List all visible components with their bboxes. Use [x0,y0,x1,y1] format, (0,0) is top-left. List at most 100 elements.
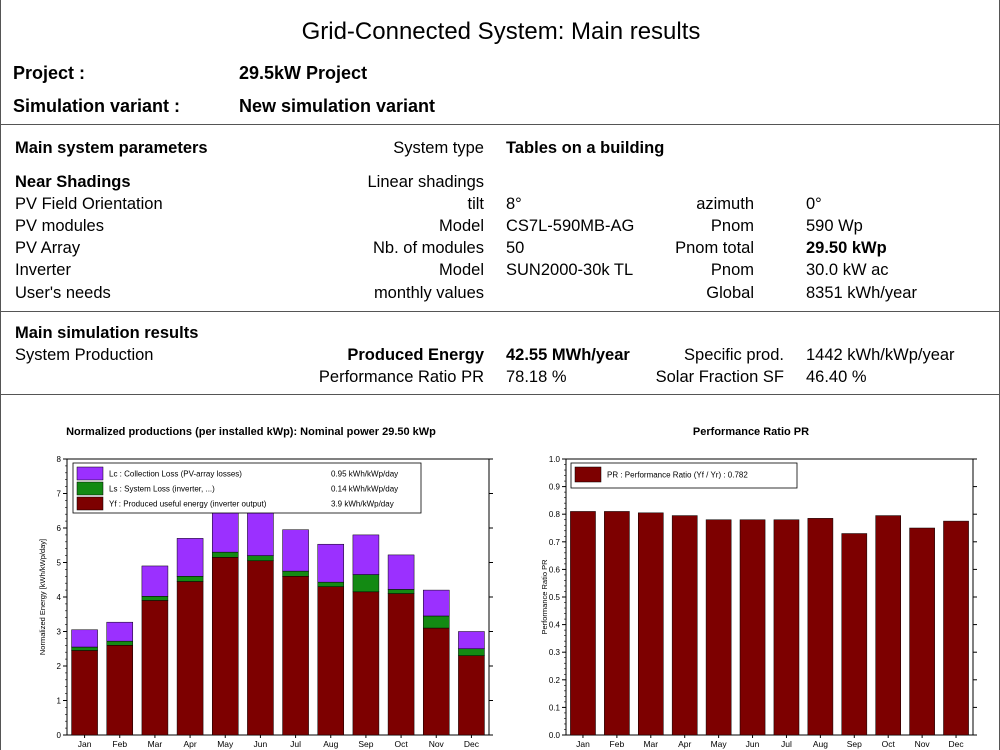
legend-value: 3.9 kWh/kWp/day [331,500,394,509]
bar-feb-series-0 [106,645,134,736]
param-row-label2: Pnom total [675,239,754,257]
report-title: Grid-Connected System: Main results [301,18,701,45]
bar-nov-series-0 [422,627,450,736]
bar-apr-series-0 [671,515,698,736]
y-tick-label: 7 [57,490,62,499]
bar-dec-series-1 [458,648,485,656]
bar-sep-series-1 [352,574,380,593]
legend-box [72,462,422,514]
bar-sep-series-0 [352,591,380,736]
bar-aug-series-0 [807,518,834,736]
legend-value: 0.95 kWh/kWp/day [331,470,398,479]
param-row-label: tilt [467,195,485,213]
y-tick-label: 0.1 [549,703,561,712]
x-tick-label: Mar [643,739,658,749]
x-tick-label: Feb [112,739,127,749]
system-type-label: System type [393,139,484,157]
chart-title: Performance Ratio PR [693,426,809,438]
bar-mar-series-0 [637,512,664,736]
bar-jan-series-2 [71,629,98,648]
x-tick-label: Aug [813,739,828,749]
x-tick-label: Feb [610,739,625,749]
param-row-label: monthly values [373,284,484,302]
param-row-name: PV Field Orientation [15,195,163,213]
bar-dec-series-0 [458,655,485,736]
system-type-value: Tables on a building [506,139,665,157]
param-row-name: Inverter [15,261,71,279]
specific-prod-label: Specific prod. [684,346,784,364]
x-tick-label: Apr [183,739,196,749]
divider-2 [1,311,1000,312]
y-tick-label: 0.8 [549,510,561,519]
x-tick-label: Sep [847,739,862,749]
bar-jul-series-0 [773,519,800,736]
bar-jun-series-0 [247,560,274,736]
bar-dec-series-0 [943,520,969,736]
performance-ratio-chart: Performance Ratio PR 0.0 0.1 0.2 0.3 0.4 0.5 0.… [540,426,977,749]
x-tick-label: May [711,739,728,749]
y-tick-label: 0.9 [549,483,561,492]
param-row-name: PV Array [15,239,81,257]
x-tick-label: Dec [948,739,964,749]
project-label: Project : [13,63,86,83]
x-tick-label: Dec [464,739,480,749]
param-row-value2: 590 Wp [806,217,863,235]
y-tick-label: 6 [57,524,62,533]
legend-swatch [76,466,104,481]
bar-sep-series-0 [841,533,868,736]
y-tick-label: 0.7 [549,538,561,547]
bar-aug-series-0 [317,586,345,736]
x-tick-label: Jul [781,739,792,749]
bar-apr-series-2 [176,538,204,577]
params-heading: Main system parameters [15,139,208,157]
param-row-name: Near Shadings [15,173,131,191]
legend-entry: PR : Performance Ratio (Yf / Yr) : 0.782 [607,471,748,480]
y-axis-label: Performance Ratio PR [540,559,549,635]
produced-energy-value: 42.55 MWh/year [506,346,630,364]
bar-jun-series-1 [247,555,274,562]
system-production-label: System Production [15,346,154,364]
bar-jul-series-1 [282,570,309,577]
results-heading: Main simulation results [15,324,199,342]
bar-mar-series-1 [141,596,169,601]
y-tick-label: 4 [57,593,62,602]
legend-value: 0.14 kWh/kWp/day [331,485,398,494]
param-row-label2: Pnom [710,217,754,235]
param-row-label2: Pnom [710,261,754,279]
bar-aug-series-2 [317,543,345,583]
x-tick-label: May [217,739,234,749]
x-tick-label: Nov [429,739,445,749]
y-tick-label: 1.0 [549,455,561,464]
project-value: 29.5kW Project [239,63,368,83]
bar-jul-series-2 [282,529,309,572]
y-tick-label: 0.3 [549,648,561,657]
y-tick-label: 2 [57,662,62,671]
bar-sep-series-2 [352,534,380,575]
legend-swatch [574,466,602,483]
bar-may-series-0 [705,519,732,736]
normalized-productions-chart: Normalized productions (per installed kW… [38,426,493,749]
bar-oct-series-1 [387,589,415,594]
bar-nov-series-2 [422,589,450,617]
bar-nov-series-1 [422,615,450,629]
param-row-value2: 0° [806,195,822,213]
y-tick-label: 8 [57,455,62,464]
bar-feb-series-2 [106,621,134,642]
param-row-value: 50 [506,239,525,257]
bar-oct-series-0 [387,593,415,736]
x-tick-label: Sep [358,739,373,749]
bar-dec-series-2 [458,631,485,649]
y-tick-label: 1 [57,697,62,706]
param-row-value: SUN2000-30k TL [506,261,634,279]
y-tick-label: 0.5 [549,593,561,602]
x-tick-label: Apr [678,739,691,749]
divider-1 [1,124,1000,125]
y-axis-label: Normalized Energy [kWh/kWp/day] [38,539,47,655]
bar-apr-series-0 [176,581,204,736]
bar-jul-series-0 [282,576,309,736]
x-tick-label: Jul [290,739,301,749]
pr-value: 78.18 % [506,368,567,386]
param-row-value: CS7L-590MB-AG [506,217,635,235]
y-tick-label: 3 [57,628,62,637]
